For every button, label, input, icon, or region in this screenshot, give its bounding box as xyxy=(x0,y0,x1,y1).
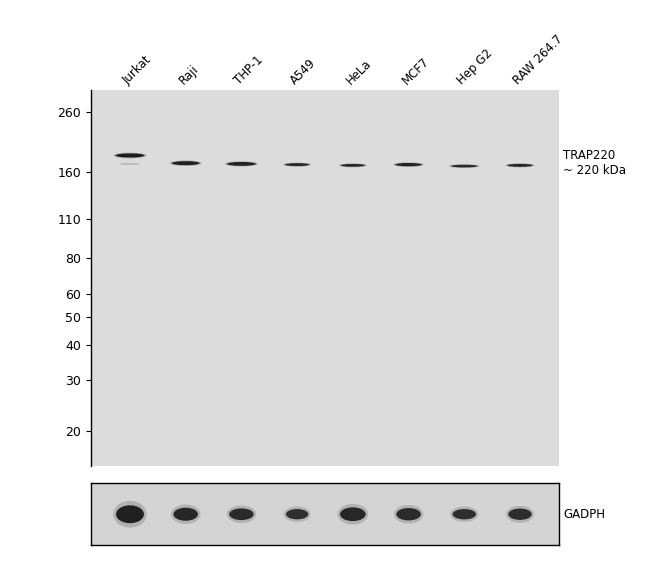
Text: THP-1: THP-1 xyxy=(232,53,266,87)
Ellipse shape xyxy=(284,506,311,522)
Ellipse shape xyxy=(452,509,476,519)
Text: A549: A549 xyxy=(288,56,318,87)
Ellipse shape xyxy=(508,509,532,520)
Text: GADPH: GADPH xyxy=(564,507,605,521)
Ellipse shape xyxy=(394,505,423,524)
Text: MCF7: MCF7 xyxy=(399,55,432,87)
Text: Raji: Raji xyxy=(177,62,202,87)
Ellipse shape xyxy=(337,504,369,524)
Text: TRAP220
~ 220 kDa: TRAP220 ~ 220 kDa xyxy=(564,149,627,177)
Ellipse shape xyxy=(339,164,367,167)
Ellipse shape xyxy=(286,509,308,519)
Ellipse shape xyxy=(170,160,202,166)
Ellipse shape xyxy=(116,505,144,523)
Ellipse shape xyxy=(120,163,140,165)
Ellipse shape xyxy=(227,505,256,523)
Ellipse shape xyxy=(225,161,258,166)
Ellipse shape xyxy=(116,153,144,157)
Ellipse shape xyxy=(113,501,147,528)
Text: Jurkat: Jurkat xyxy=(121,53,155,87)
Ellipse shape xyxy=(172,161,200,165)
Text: HeLa: HeLa xyxy=(344,57,374,87)
Ellipse shape xyxy=(285,163,309,166)
Ellipse shape xyxy=(507,164,533,167)
Ellipse shape xyxy=(393,162,424,167)
Ellipse shape xyxy=(396,508,421,520)
Ellipse shape xyxy=(451,165,478,167)
Ellipse shape xyxy=(395,163,422,166)
Ellipse shape xyxy=(174,507,198,521)
Ellipse shape xyxy=(449,164,480,168)
Text: RAW 264.7: RAW 264.7 xyxy=(511,33,566,87)
Ellipse shape xyxy=(171,505,200,524)
Text: Hep G2: Hep G2 xyxy=(455,47,495,87)
Ellipse shape xyxy=(227,162,256,166)
Ellipse shape xyxy=(229,509,254,520)
Ellipse shape xyxy=(450,506,478,522)
Ellipse shape xyxy=(505,164,535,167)
Ellipse shape xyxy=(113,153,147,158)
Ellipse shape xyxy=(341,164,365,167)
Ellipse shape xyxy=(283,162,311,167)
Ellipse shape xyxy=(340,507,366,521)
Ellipse shape xyxy=(506,506,534,523)
